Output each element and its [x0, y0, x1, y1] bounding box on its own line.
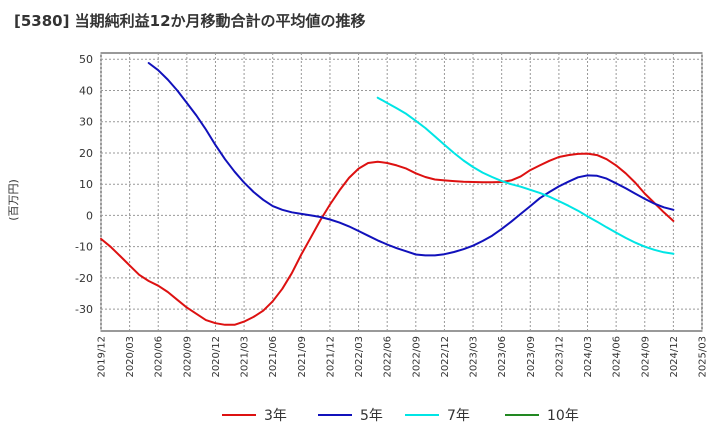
x-tick-label: 2024/09	[640, 336, 651, 378]
x-tick-label: 2019/12	[97, 336, 108, 378]
x-tick-label: 2024/06	[612, 336, 623, 378]
x-tick-label: 2023/09	[526, 336, 537, 378]
x-tick-label: 2022/09	[411, 336, 422, 378]
y-tick-label: 50	[79, 53, 93, 66]
chart-title: [5380] 当期純利益12か月移動合計の平均値の推移	[14, 12, 366, 30]
y-tick-label: 30	[79, 116, 93, 129]
legend-item: 3年	[222, 402, 287, 428]
x-tick-label: 2021/12	[325, 336, 336, 378]
gridlines	[100, 53, 703, 331]
y-tick-label: 10	[79, 178, 93, 191]
x-tick-label: 2022/06	[383, 336, 394, 378]
legend: 3年 5年 7年 10年	[0, 402, 720, 428]
x-tick-label: 2020/09	[182, 336, 193, 378]
x-tick-label: 2023/06	[497, 336, 508, 378]
legend-item: 10年	[505, 402, 579, 428]
y-tick-label: 20	[79, 147, 93, 160]
y-tick-label: -30	[75, 303, 93, 316]
legend-label: 5年	[360, 408, 383, 424]
legend-label: 7年	[447, 408, 470, 424]
legend-item: 7年	[405, 402, 470, 428]
x-tick-label: 2020/03	[125, 336, 136, 378]
axis-ticks: 50 40 30 20 10 0 -10 -20 -30 2019/12 2020/03 2020/0…	[75, 53, 708, 377]
x-tick-label: 2024/03	[583, 336, 594, 378]
x-tick-label: 2021/09	[297, 336, 308, 378]
x-tick-label: 2022/03	[354, 336, 365, 378]
legend-swatch	[318, 414, 352, 416]
x-tick-label: 2025/03	[698, 336, 709, 378]
x-tick-label: 2024/12	[669, 336, 680, 378]
plot-area	[100, 52, 703, 332]
x-tick-label: 2023/12	[554, 336, 565, 378]
x-tick-label: 2023/03	[469, 336, 480, 378]
x-tick-label: 2020/12	[211, 336, 222, 378]
legend-item: 5年	[318, 402, 383, 428]
legend-swatch	[222, 414, 256, 416]
y-tick-label: 0	[86, 209, 93, 222]
series-line-2	[376, 96, 675, 255]
y-tick-label: -20	[75, 272, 93, 285]
series-lines	[100, 62, 675, 326]
legend-swatch	[505, 414, 539, 416]
series-line-0	[100, 152, 675, 326]
x-tick-label: 2020/06	[154, 336, 165, 378]
series-line-1	[147, 62, 675, 257]
x-tick-label: 2021/06	[268, 336, 279, 378]
x-tick-label: 2021/03	[240, 336, 251, 378]
y-tick-label: -10	[75, 241, 93, 254]
x-tick-label: 2022/12	[440, 336, 451, 378]
y-axis-label: (百万円)	[7, 179, 20, 221]
legend-label: 3年	[264, 408, 287, 424]
legend-label: 10年	[547, 408, 579, 424]
legend-swatch	[405, 414, 439, 416]
y-tick-label: 40	[79, 84, 93, 97]
